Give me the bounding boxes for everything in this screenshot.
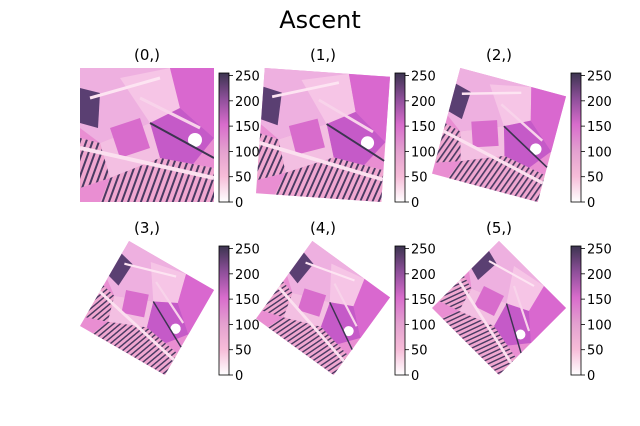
colorbar-tick-label: 100 [411, 145, 436, 160]
colorbar-tick-label: 200 [411, 95, 436, 110]
colorbar-tick-label: 150 [587, 120, 612, 135]
colorbar [218, 72, 230, 203]
colorbar-tick-label: 50 [411, 344, 428, 359]
figure-title: Ascent [279, 6, 361, 34]
panel-title: (4,) [310, 219, 336, 237]
colorbar [218, 245, 230, 376]
heatmap-image [432, 241, 566, 375]
colorbar-tick-label: 250 [587, 70, 612, 85]
colorbar [570, 72, 582, 203]
colorbar-tick-label: 100 [587, 145, 612, 160]
colorbar-tick-label: 0 [235, 196, 243, 211]
heatmap-panel: (1,) 0 50 100 150 200 250 [256, 46, 436, 211]
colorbar-tick-label: 100 [235, 318, 260, 333]
panel-title: (1,) [310, 46, 336, 64]
heatmap-image [80, 241, 214, 375]
colorbar-tick-label: 0 [411, 369, 419, 384]
heatmap-panel: (0,) 0 50 100 150 200 250 [80, 46, 260, 211]
colorbar-tick-label: 150 [411, 293, 436, 308]
colorbar-tick-label: 200 [587, 268, 612, 283]
colorbar-tick-label: 50 [235, 344, 252, 359]
colorbar-tick-label: 50 [411, 171, 428, 186]
colorbar-tick-label: 250 [587, 243, 612, 258]
colorbar-tick-label: 200 [587, 95, 612, 110]
colorbar-tick-label: 200 [411, 268, 436, 283]
heatmap-image [256, 241, 390, 375]
colorbar-tick-label: 200 [235, 95, 260, 110]
colorbar-tick-label: 0 [587, 369, 595, 384]
panel-title: (5,) [486, 219, 512, 237]
colorbar-tick-label: 50 [235, 171, 252, 186]
colorbar [570, 245, 582, 376]
colorbar [394, 72, 406, 203]
panel-title: (3,) [134, 219, 160, 237]
colorbar-tick-label: 0 [235, 369, 243, 384]
heatmap-image [256, 68, 390, 202]
heatmap-panel: (4,) 0 50 100 150 200 250 [256, 219, 436, 384]
colorbar [394, 245, 406, 376]
colorbar-tick-label: 150 [411, 120, 436, 135]
colorbar-tick-label: 0 [411, 196, 419, 211]
colorbar-tick-label: 250 [235, 70, 260, 85]
colorbar-tick-label: 150 [235, 120, 260, 135]
colorbar-tick-label: 200 [235, 268, 260, 283]
heatmap-image [80, 68, 214, 202]
colorbar-tick-label: 150 [587, 293, 612, 308]
colorbar-tick-label: 100 [587, 318, 612, 333]
colorbar-tick-label: 50 [587, 171, 604, 186]
colorbar-tick-label: 150 [235, 293, 260, 308]
colorbar-tick-label: 100 [235, 145, 260, 160]
heatmap-panel: (2,) 0 50 100 150 200 250 [432, 46, 612, 211]
colorbar-tick-label: 50 [587, 344, 604, 359]
colorbar-tick-label: 250 [411, 70, 436, 85]
colorbar-tick-label: 250 [411, 243, 436, 258]
heatmap-panel: (5,) 0 50 100 150 200 250 [432, 219, 612, 384]
colorbar-tick-label: 250 [235, 243, 260, 258]
panel-title: (2,) [486, 46, 512, 64]
colorbar-tick-label: 100 [411, 318, 436, 333]
heatmap-image [432, 68, 566, 202]
panel-title: (0,) [134, 46, 160, 64]
heatmap-panel: (3,) 0 50 100 150 200 250 [80, 219, 260, 384]
colorbar-tick-label: 0 [587, 196, 595, 211]
